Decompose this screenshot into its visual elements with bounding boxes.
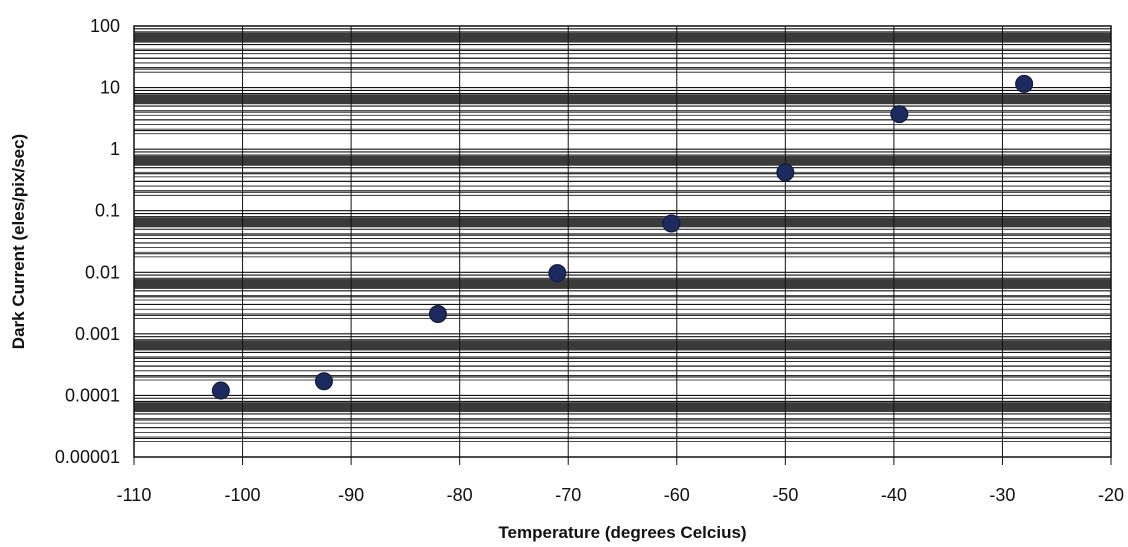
x-tick-label: -70 <box>555 485 581 505</box>
grid-dense-band <box>134 217 1111 228</box>
x-axis-tick-labels: -110 -100 -90 -80 -70 -60 -50 -40 -30 -20 <box>117 485 1124 505</box>
x-tick-label: -20 <box>1098 485 1124 505</box>
data-point <box>1015 74 1034 93</box>
x-axis-title: Temperature (degrees Celcius) <box>498 523 746 542</box>
y-tick-label: 0.01 <box>85 262 120 282</box>
x-tick-label: -60 <box>664 485 690 505</box>
x-tick-label: -100 <box>225 485 261 505</box>
x-tick-label: -80 <box>447 485 473 505</box>
y-tick-label: 100 <box>90 16 120 36</box>
x-tick-label: -40 <box>881 485 907 505</box>
y-axis-title: Dark Current (eles/pix/sec) <box>9 134 28 349</box>
data-points <box>211 74 1034 400</box>
grid-dense-band <box>134 402 1111 413</box>
x-tick-label: -50 <box>772 485 798 505</box>
x-tick-label: -110 <box>117 485 152 505</box>
data-point <box>890 105 909 124</box>
y-axis-tick-labels: 0.00001 0.0001 0.001 0.01 0.1 1 10 100 <box>55 16 120 467</box>
grid-dense-band <box>134 94 1111 105</box>
x-tick-label: -90 <box>338 485 364 505</box>
data-point <box>211 381 230 400</box>
x-tick-label: -30 <box>989 485 1015 505</box>
y-tick-label: 0.0001 <box>65 385 120 405</box>
grid-dense-band <box>134 340 1111 351</box>
data-point <box>428 305 447 324</box>
grid-dense-band <box>134 32 1111 43</box>
grid-lines <box>133 26 1112 465</box>
data-point <box>662 214 681 233</box>
grid-dense-band <box>134 155 1111 166</box>
y-tick-label: 10 <box>100 78 120 98</box>
grid-dense-band <box>134 279 1111 289</box>
y-tick-label: 1 <box>110 139 120 159</box>
data-point <box>776 163 795 182</box>
y-tick-label: 0.1 <box>95 201 120 221</box>
y-tick-label: 0.00001 <box>55 447 120 467</box>
data-point <box>314 372 333 391</box>
y-tick-label: 0.001 <box>75 324 120 344</box>
plot-frame <box>133 25 1112 458</box>
data-point <box>548 264 567 283</box>
